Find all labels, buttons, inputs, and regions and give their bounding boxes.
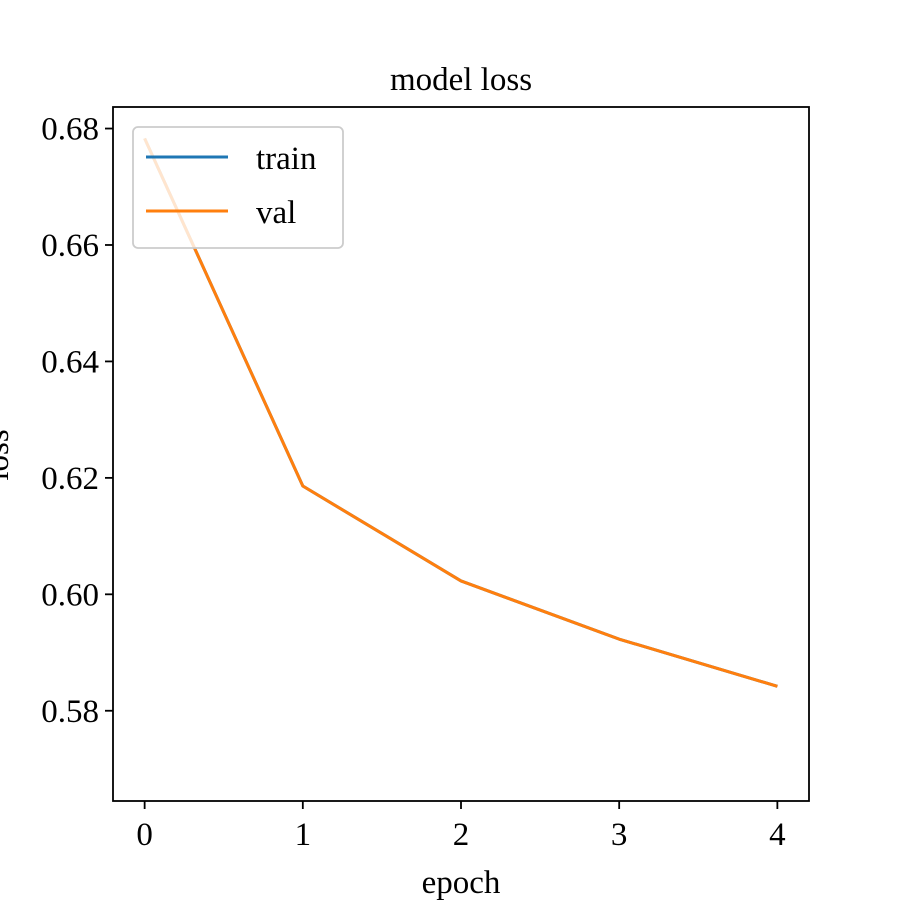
x-tick-label: 0 [136, 817, 153, 853]
legend: train val [132, 126, 344, 249]
y-tick-label: 0.68 [41, 112, 99, 148]
x-tick-label: 3 [611, 817, 628, 853]
y-tick-label: 0.62 [41, 461, 99, 497]
legend-label-train: train [256, 141, 316, 177]
x-tick-label: 1 [295, 817, 312, 853]
x-axis: 0 1 2 3 4 [136, 801, 786, 853]
y-axis: 0.58 0.60 0.62 0.64 0.66 0.68 [41, 112, 113, 730]
x-tick-label: 2 [453, 817, 470, 853]
y-tick-label: 0.64 [41, 344, 99, 380]
plot-area: 0 1 2 3 4 0.58 0.60 0.62 0.64 0.66 0.68 [41, 106, 810, 853]
legend-label-val: val [256, 195, 296, 231]
chart-title: model loss [390, 62, 532, 98]
y-tick-label: 0.58 [41, 694, 99, 730]
y-tick-label: 0.60 [41, 577, 99, 613]
x-axis-label: epoch [422, 865, 501, 900]
x-tick-label: 4 [769, 817, 786, 853]
y-tick-label: 0.66 [41, 228, 99, 264]
y-axis-label: loss [0, 429, 16, 480]
